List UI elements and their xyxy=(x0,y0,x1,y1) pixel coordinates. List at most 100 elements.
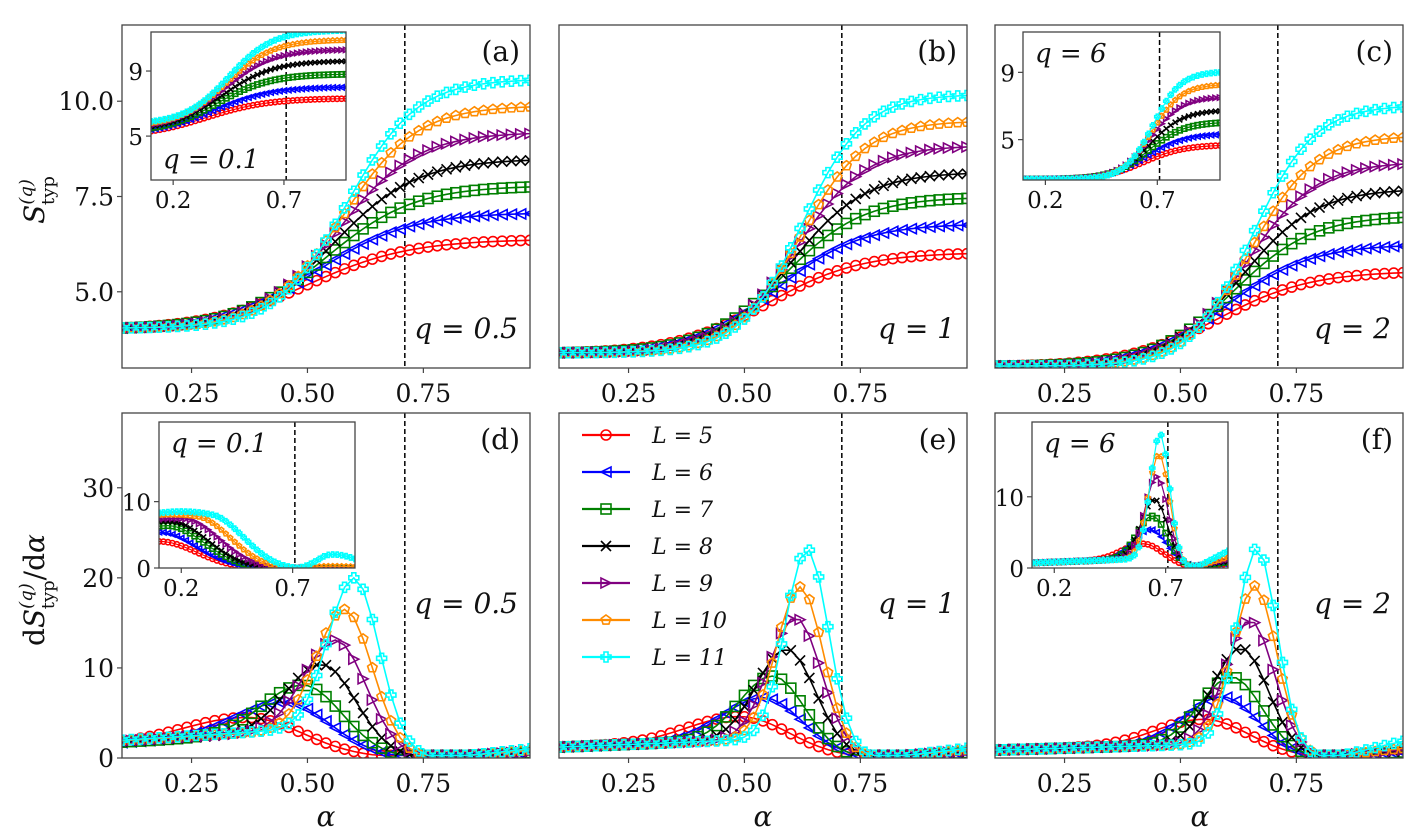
data-point xyxy=(1194,110,1201,117)
data-point xyxy=(794,236,807,249)
data-point xyxy=(1378,739,1391,752)
data-point xyxy=(1193,321,1205,334)
data-point xyxy=(1174,337,1187,350)
x-tick-label: 0.50 xyxy=(280,769,336,798)
data-point xyxy=(1166,485,1174,493)
xlabel-d: α xyxy=(317,800,336,833)
legend-label: L = 9 xyxy=(651,572,713,597)
panel-b: 0.25 0.50 0.75 (b) q = 1 xyxy=(558,24,968,408)
data-point xyxy=(320,46,329,55)
data-point xyxy=(571,346,584,359)
data-point xyxy=(1091,741,1103,754)
data-point xyxy=(293,564,301,568)
data-point xyxy=(765,693,779,706)
data-point xyxy=(209,529,217,538)
data-point xyxy=(942,744,955,757)
data-point xyxy=(217,526,225,533)
data-point xyxy=(181,730,193,742)
inset-plot-area xyxy=(159,422,355,568)
data-point xyxy=(1248,616,1262,629)
data-point xyxy=(283,694,296,708)
data-point xyxy=(338,46,346,54)
data-point xyxy=(311,564,319,568)
data-point xyxy=(1247,279,1261,293)
data-point xyxy=(421,215,434,229)
data-point xyxy=(1161,141,1170,150)
series-l11 xyxy=(995,101,1403,368)
data-point xyxy=(1028,175,1036,180)
data-point xyxy=(1046,558,1054,566)
data-point xyxy=(1276,694,1290,707)
data-point xyxy=(200,514,207,522)
data-point xyxy=(1063,359,1075,368)
data-point xyxy=(813,224,825,236)
data-point xyxy=(1157,521,1165,528)
data-point xyxy=(496,128,509,142)
x-tick-label: 0.75 xyxy=(833,769,889,798)
data-point xyxy=(357,672,370,686)
data-point xyxy=(244,555,253,564)
data-point xyxy=(961,192,967,205)
data-point xyxy=(263,67,270,75)
data-point xyxy=(794,222,806,235)
data-point xyxy=(320,659,332,671)
data-point xyxy=(1059,558,1067,566)
x-tick-label: 0.75 xyxy=(833,379,889,408)
data-point xyxy=(411,217,425,231)
x-tick-label: 0.50 xyxy=(717,379,773,408)
data-point xyxy=(171,730,184,743)
data-point xyxy=(515,155,527,167)
data-point xyxy=(164,508,172,516)
data-point xyxy=(1127,157,1134,165)
data-point xyxy=(887,177,899,189)
data-point xyxy=(253,46,261,54)
data-point xyxy=(366,154,379,166)
data-point xyxy=(239,95,248,103)
data-point xyxy=(276,64,283,71)
data-point xyxy=(366,183,380,196)
data-point xyxy=(200,97,208,105)
data-point xyxy=(590,346,602,359)
data-point xyxy=(342,45,346,54)
data-point xyxy=(1162,450,1170,458)
data-point xyxy=(385,146,397,158)
data-point xyxy=(524,100,530,112)
data-point xyxy=(249,73,257,80)
data-point xyxy=(840,727,853,738)
data-point xyxy=(366,200,378,213)
data-point xyxy=(785,284,797,297)
data-point xyxy=(1140,150,1148,158)
data-point xyxy=(1322,247,1335,261)
inset-frame xyxy=(1031,421,1229,569)
data-point xyxy=(1276,730,1289,743)
data-point xyxy=(167,530,176,539)
data-point xyxy=(1072,741,1085,754)
data-point xyxy=(122,322,128,334)
data-point xyxy=(720,327,732,340)
data-point xyxy=(273,722,286,734)
data-point xyxy=(366,693,380,707)
data-point xyxy=(1033,559,1040,567)
data-point xyxy=(125,733,138,746)
series-l11 xyxy=(122,572,530,758)
data-point xyxy=(283,282,295,295)
data-point xyxy=(394,731,406,743)
data-point xyxy=(1193,320,1205,332)
data-point xyxy=(218,547,225,554)
data-point xyxy=(1156,347,1168,360)
series-l11 xyxy=(559,89,967,359)
data-point xyxy=(877,154,891,168)
data-point xyxy=(1360,188,1372,201)
data-point xyxy=(208,317,221,329)
data-point xyxy=(1276,170,1289,182)
data-point xyxy=(1055,175,1063,180)
data-point xyxy=(222,540,231,549)
series-l8 xyxy=(122,659,530,758)
panel-tag: (f) xyxy=(1361,423,1393,456)
data-point xyxy=(1104,171,1112,179)
data-point xyxy=(209,519,216,526)
data-point xyxy=(748,684,760,696)
legend-item: L = 11 xyxy=(582,646,727,671)
data-point xyxy=(1239,257,1253,271)
x-tick-label: 0.7 xyxy=(1147,576,1184,602)
